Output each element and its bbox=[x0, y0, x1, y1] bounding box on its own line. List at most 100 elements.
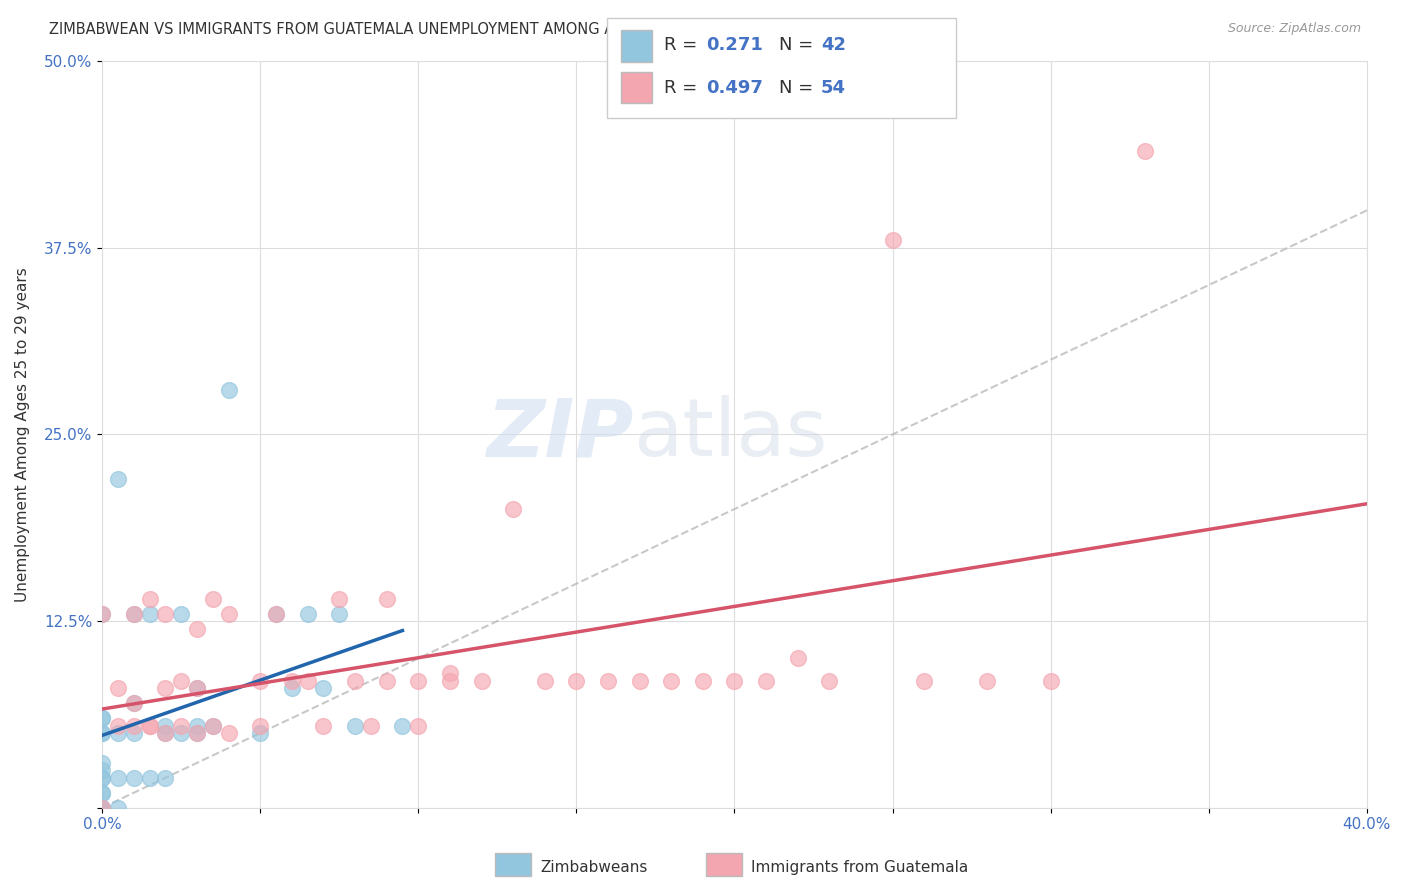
Point bbox=[249, 726, 271, 740]
Point bbox=[186, 726, 208, 740]
Point bbox=[107, 472, 129, 486]
Point bbox=[138, 591, 160, 606]
Point bbox=[91, 786, 114, 800]
Point bbox=[107, 771, 129, 785]
Text: Source: ZipAtlas.com: Source: ZipAtlas.com bbox=[1227, 22, 1361, 36]
Point bbox=[201, 718, 224, 732]
Text: ZIMBABWEAN VS IMMIGRANTS FROM GUATEMALA UNEMPLOYMENT AMONG AGES 25 TO 29 YEARS C: ZIMBABWEAN VS IMMIGRANTS FROM GUATEMALA … bbox=[49, 22, 931, 37]
Point bbox=[391, 718, 413, 732]
Point bbox=[439, 673, 461, 688]
Point bbox=[281, 673, 304, 688]
Point bbox=[297, 607, 319, 621]
Y-axis label: Unemployment Among Ages 25 to 29 years: Unemployment Among Ages 25 to 29 years bbox=[15, 267, 30, 602]
Point bbox=[755, 673, 778, 688]
Text: R =: R = bbox=[664, 79, 703, 97]
Text: Zimbabweans: Zimbabweans bbox=[540, 860, 647, 874]
Point bbox=[976, 673, 998, 688]
Point bbox=[281, 681, 304, 696]
Point bbox=[264, 607, 287, 621]
Point bbox=[470, 673, 492, 688]
Point bbox=[107, 726, 129, 740]
Point bbox=[328, 607, 350, 621]
Point bbox=[155, 681, 177, 696]
Point bbox=[312, 718, 335, 732]
Point bbox=[122, 726, 145, 740]
Point bbox=[408, 673, 430, 688]
Point bbox=[186, 681, 208, 696]
Point bbox=[91, 800, 114, 814]
Point bbox=[723, 673, 745, 688]
Point bbox=[91, 726, 114, 740]
Point bbox=[502, 502, 524, 516]
Point bbox=[186, 726, 208, 740]
Point bbox=[91, 756, 114, 770]
Text: Immigrants from Guatemala: Immigrants from Guatemala bbox=[751, 860, 969, 874]
Point bbox=[408, 718, 430, 732]
Point bbox=[155, 726, 177, 740]
Point bbox=[882, 233, 904, 247]
Point bbox=[439, 666, 461, 681]
Text: 42: 42 bbox=[821, 37, 846, 54]
Point bbox=[155, 607, 177, 621]
Point bbox=[155, 718, 177, 732]
Point bbox=[218, 726, 240, 740]
Point bbox=[107, 800, 129, 814]
Point bbox=[122, 718, 145, 732]
Point bbox=[912, 673, 935, 688]
Point bbox=[565, 673, 588, 688]
Text: N =: N = bbox=[779, 37, 818, 54]
Point bbox=[249, 673, 271, 688]
Point bbox=[91, 800, 114, 814]
Point bbox=[249, 718, 271, 732]
Point bbox=[91, 800, 114, 814]
Text: N =: N = bbox=[779, 79, 818, 97]
Point bbox=[533, 673, 555, 688]
Point bbox=[312, 681, 335, 696]
Point bbox=[201, 718, 224, 732]
Point bbox=[91, 764, 114, 778]
Point bbox=[1039, 673, 1062, 688]
Point bbox=[1135, 144, 1157, 158]
Text: R =: R = bbox=[664, 37, 703, 54]
Text: 54: 54 bbox=[821, 79, 846, 97]
Point bbox=[201, 591, 224, 606]
Point bbox=[91, 771, 114, 785]
Point bbox=[122, 607, 145, 621]
Point bbox=[170, 607, 193, 621]
Point bbox=[344, 673, 367, 688]
Point bbox=[91, 726, 114, 740]
Point bbox=[138, 718, 160, 732]
Point bbox=[360, 718, 382, 732]
Point bbox=[170, 718, 193, 732]
Point bbox=[659, 673, 682, 688]
Point bbox=[818, 673, 841, 688]
Point bbox=[218, 383, 240, 397]
Point bbox=[122, 696, 145, 710]
Point bbox=[122, 771, 145, 785]
Point bbox=[107, 681, 129, 696]
Point bbox=[170, 726, 193, 740]
Point bbox=[264, 607, 287, 621]
Point bbox=[328, 591, 350, 606]
Point bbox=[138, 771, 160, 785]
Text: atlas: atlas bbox=[633, 395, 828, 474]
Point bbox=[91, 711, 114, 725]
Point bbox=[122, 607, 145, 621]
Point bbox=[786, 651, 808, 665]
Text: 0.497: 0.497 bbox=[706, 79, 762, 97]
Point bbox=[375, 673, 398, 688]
Point bbox=[297, 673, 319, 688]
Point bbox=[170, 673, 193, 688]
Point bbox=[628, 673, 651, 688]
Point bbox=[91, 786, 114, 800]
Point bbox=[91, 800, 114, 814]
Point bbox=[186, 718, 208, 732]
Point bbox=[344, 718, 367, 732]
Point bbox=[596, 673, 619, 688]
Point bbox=[692, 673, 714, 688]
Point bbox=[91, 607, 114, 621]
Point bbox=[91, 607, 114, 621]
Point bbox=[122, 696, 145, 710]
Text: ZIP: ZIP bbox=[486, 395, 633, 474]
Point bbox=[186, 622, 208, 636]
